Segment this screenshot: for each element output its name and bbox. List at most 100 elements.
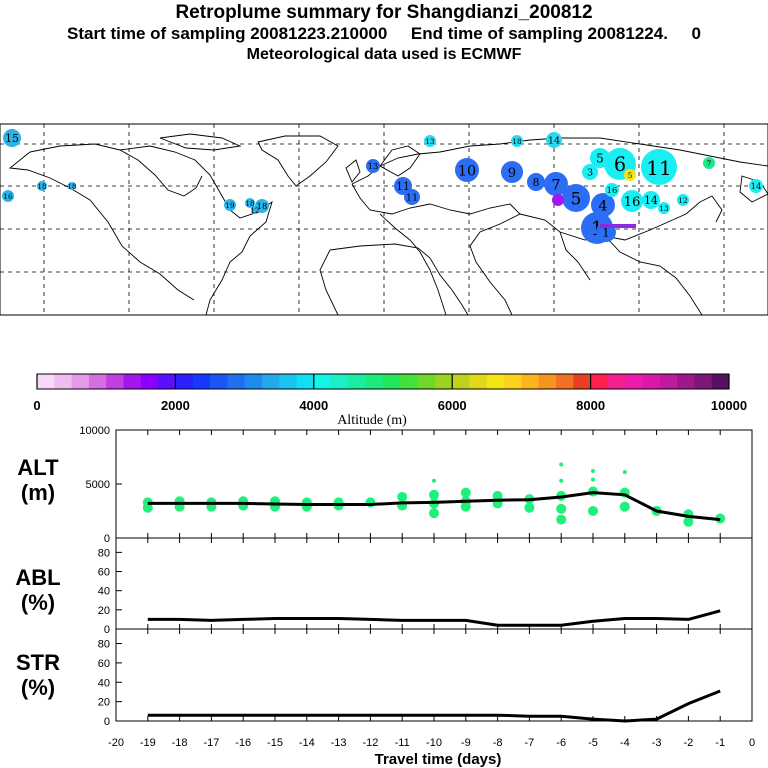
sampling-times: Start time of sampling 20081223.210000 E… bbox=[66, 24, 701, 43]
trajectory-node-label: 6 bbox=[614, 153, 626, 176]
colorbar-tick-label: 4000 bbox=[299, 398, 328, 413]
colorbar-segment bbox=[244, 374, 263, 389]
trajectory-node-label: 13 bbox=[659, 204, 669, 213]
trajectory-node-label: 12 bbox=[678, 196, 687, 205]
trajectory-node-label: 10 bbox=[458, 163, 476, 179]
x-tick-label: -20 bbox=[108, 737, 124, 749]
colorbar-segment bbox=[694, 374, 713, 389]
colorbar-segment bbox=[486, 374, 505, 389]
trajectory-node-label: 18 bbox=[512, 137, 522, 146]
x-tick-label: -16 bbox=[235, 737, 251, 749]
y-tick-label: 20 bbox=[98, 697, 110, 709]
y-tick-label: 10000 bbox=[79, 425, 110, 437]
x-tick-label: 0 bbox=[749, 737, 755, 749]
abl-series-line bbox=[147, 609, 721, 627]
y-tick-label: 60 bbox=[98, 567, 110, 579]
colorbar-segment bbox=[106, 374, 124, 389]
altitude-colorbar: 0 2000 4000 6000 8000 10000 bbox=[33, 373, 747, 413]
trajectory-node bbox=[641, 149, 677, 185]
colorbar-segment bbox=[71, 374, 90, 389]
trajectory-node-label: 5 bbox=[628, 171, 633, 180]
x-axis-title: Travel time (days) bbox=[375, 751, 502, 768]
trajectory-node bbox=[527, 173, 545, 191]
trajectory-node bbox=[621, 190, 643, 212]
trajectory-node bbox=[245, 198, 255, 208]
panel-label-unit: (%) bbox=[21, 590, 55, 615]
colorbar-segment bbox=[348, 374, 367, 389]
trajectory-nodes: 1516181819181812131318141111109875411116… bbox=[2, 129, 763, 244]
trajectory-node bbox=[658, 202, 670, 214]
trajectory-node bbox=[642, 191, 660, 209]
trajectory-node-label: 16 bbox=[624, 195, 641, 210]
altitude-scatter-point bbox=[460, 487, 471, 498]
trajectory-node bbox=[37, 181, 47, 191]
colorbar-segment bbox=[625, 374, 643, 389]
altitude-scatter-point bbox=[556, 503, 567, 514]
x-tick-label: -6 bbox=[556, 737, 566, 749]
plume-segment bbox=[600, 224, 636, 228]
trajectory-node-label: 16 bbox=[3, 192, 13, 201]
colorbar-segment bbox=[383, 374, 401, 389]
trajectory-node-label: 11 bbox=[396, 180, 410, 193]
trajectory-node-label: 19 bbox=[225, 201, 235, 210]
colorbar-segment bbox=[365, 374, 384, 389]
trajectory-node bbox=[677, 194, 689, 206]
colorbar-segment bbox=[123, 374, 142, 389]
colorbar-tick-label: 0 bbox=[33, 398, 40, 413]
y-tick-label: 0 bbox=[104, 624, 110, 636]
trajectory-node bbox=[224, 199, 236, 211]
trajectory-node bbox=[552, 194, 564, 206]
y-tick-label: 40 bbox=[98, 586, 110, 598]
trajectory-node bbox=[591, 193, 615, 217]
panel-label-unit: (m) bbox=[21, 480, 55, 505]
trajectory-node-label: 13 bbox=[425, 137, 435, 146]
altitude-scatter-point bbox=[591, 469, 595, 474]
trajectory-node bbox=[501, 161, 523, 183]
trajectory-node bbox=[404, 189, 420, 205]
x-tick-label: -15 bbox=[267, 737, 283, 749]
y-tick-label: 80 bbox=[98, 639, 110, 651]
colorbar-segment bbox=[37, 374, 55, 389]
colorbar-segment bbox=[210, 374, 228, 389]
colorbar-segment bbox=[434, 374, 453, 389]
colorbar-segment bbox=[192, 374, 211, 389]
trajectory-node bbox=[251, 206, 259, 214]
colorbar-segment bbox=[573, 374, 592, 389]
colorbar-segment bbox=[677, 374, 695, 389]
colorbar-segment bbox=[607, 374, 626, 389]
trajectory-node bbox=[624, 169, 636, 181]
x-tick-label: -7 bbox=[525, 737, 535, 749]
trajectory-node-label: 18 bbox=[246, 200, 255, 208]
altitude-scatter-point bbox=[492, 490, 503, 501]
trajectory-node-label: 12 bbox=[251, 207, 260, 215]
trajectory-node-label: 14 bbox=[644, 194, 658, 207]
colorbar-tick-label: 2000 bbox=[161, 398, 190, 413]
colorbar-segment bbox=[175, 374, 194, 389]
colorbar-segment bbox=[538, 374, 557, 389]
colorbar-segment bbox=[590, 374, 609, 389]
trajectory-node bbox=[749, 179, 763, 193]
trajectory-node-label: 11 bbox=[406, 193, 418, 204]
trajectory-node-label: 16 bbox=[607, 185, 618, 195]
altitude-scatter-point bbox=[429, 508, 439, 519]
x-tick-label: -4 bbox=[620, 737, 630, 749]
colorbar-segment bbox=[556, 374, 574, 389]
trajectory-node-label: 1 bbox=[602, 226, 610, 240]
trajectory-node-label: 8 bbox=[533, 176, 540, 189]
x-tick-label: -17 bbox=[203, 737, 219, 749]
x-tick-label: -14 bbox=[299, 737, 315, 749]
y-tick-label: 5000 bbox=[86, 479, 110, 491]
altitude-scatter-point bbox=[142, 502, 153, 513]
y-tick-label: 0 bbox=[104, 533, 110, 545]
y-tick-label: 40 bbox=[98, 677, 110, 689]
x-tick-label: -12 bbox=[362, 737, 378, 749]
altitude-scatter-point bbox=[429, 489, 439, 500]
chart-title: Retroplume summary for Shangdianzi_20081… bbox=[175, 2, 593, 23]
colorbar-segment bbox=[659, 374, 678, 389]
trajectory-node bbox=[582, 164, 598, 180]
colorbar-segment bbox=[279, 374, 297, 389]
altitude-scatter-point bbox=[559, 462, 564, 467]
colorbar-title: Altitude (m) bbox=[337, 413, 407, 428]
trajectory-node bbox=[703, 157, 715, 169]
colorbar-segment bbox=[261, 374, 280, 389]
